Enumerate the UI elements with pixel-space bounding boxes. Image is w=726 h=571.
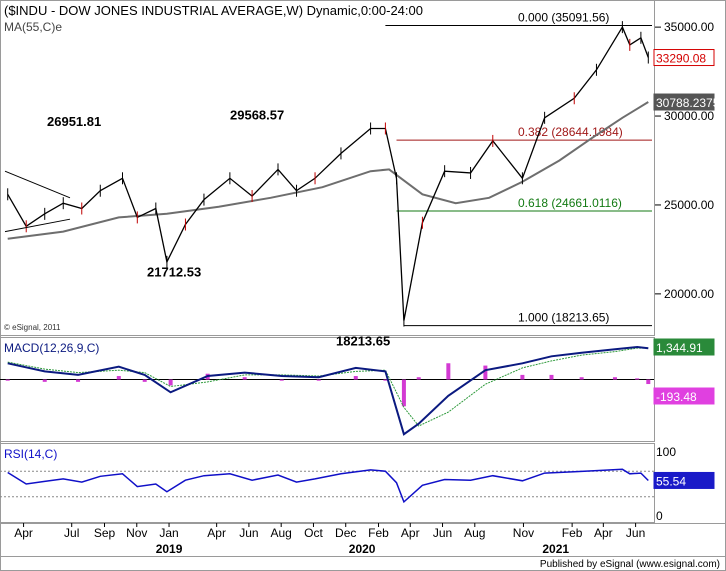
x-tick-label: Jan (159, 526, 178, 540)
x-tick-label: Aug (271, 526, 292, 540)
x-tick-label: Apr (401, 526, 420, 540)
price-annotation: 26951.81 (47, 114, 101, 129)
macd-hist-bar (635, 378, 640, 380)
rsi-title: RSI(14,C) (4, 447, 57, 461)
macd-hist-tag-label: -193.48 (656, 390, 697, 404)
rsi-ytick-label: 100 (656, 445, 676, 459)
rsi-line (7, 468, 649, 504)
x-tick-label: Jul (64, 526, 79, 540)
last-price-tag-label: 33290.08 (656, 52, 706, 66)
price-panel-frame (0, 0, 655, 336)
macd-hist-bar (579, 377, 584, 380)
macd-title: MACD(12,26,9,C) (4, 341, 99, 355)
price-annotation: 29568.57 (230, 108, 284, 123)
price-ytick-label: 30000.00 (664, 109, 714, 123)
ma-value-tag-box (653, 93, 715, 111)
price-annotations: 26951.81 21712.53 29568.57 18213.65 (47, 108, 390, 349)
macd-hist-bar (76, 379, 81, 382)
x-tick-label: Aug (464, 526, 485, 540)
trendline-upper (4, 170, 71, 199)
macd-hist-tag-box (653, 387, 715, 405)
ma-value-tag-label: 30788.2375 (656, 96, 720, 110)
ma-line (7, 101, 649, 240)
time-x-axis: Apr Jul Sep Nov Jan Apr Jun Aug Oct Dec Feb Apr Jun A… (14, 523, 645, 556)
macd-hist-bar (316, 379, 321, 381)
x-tick-label: Apr (594, 526, 613, 540)
x-tick-label: Oct (304, 526, 323, 540)
trendline-lower (4, 218, 71, 233)
x-tick-label: Nov (513, 526, 534, 540)
x-tick-label: Dec (335, 526, 356, 540)
macd-hist-bar (142, 379, 147, 382)
price-annotation: 21712.53 (147, 264, 201, 279)
x-tick-label: Jun (239, 526, 258, 540)
fibonacci-levels: 0.000 (35091.56)0.382 (28644.1984)0.618 … (385, 10, 652, 327)
macd-value-tag-box (653, 338, 715, 356)
rsi-series-layer: 100 0 (0, 445, 676, 523)
macd-hist-bar (5, 379, 10, 381)
price-series-layer (4, 21, 649, 327)
x-year-label: 2020 (349, 542, 376, 556)
macd-hist-bar (279, 379, 284, 381)
macd-hist-bar (401, 379, 406, 407)
rsi-value-tag-label: 55.54 (656, 474, 686, 488)
macd-hist-bar (549, 374, 554, 380)
x-year-label: 2021 (542, 542, 569, 556)
macd-hist-bar (612, 377, 617, 380)
macd-hist-bar (416, 377, 421, 380)
macd-hist-bar (520, 374, 525, 380)
macd-hist-bar (353, 376, 358, 380)
x-tick-label: Apr (207, 526, 226, 540)
macd-hist-bar (168, 379, 173, 386)
fib-level-label: 0.000 (35091.56) (518, 10, 609, 24)
price-annotation: 18213.65 (336, 334, 390, 349)
last-price-tag-box (653, 49, 715, 67)
price-ytick-label: 20000.00 (664, 287, 714, 301)
x-tick-label: Feb (368, 526, 389, 540)
macd-hist-bar (446, 363, 451, 380)
macd-hist-bar (42, 379, 47, 382)
macd-value-tag-label: 1,344.91 (656, 341, 703, 355)
macd-hist-bar (483, 365, 488, 380)
rsi-value-tag-box (653, 471, 715, 489)
x-tick-label: Jun (433, 526, 452, 540)
fib-level-label: 0.618 (24661.0116) (518, 196, 622, 210)
price-ytick-label: 35000.00 (664, 20, 714, 34)
ma-label: MA(55,C)e (4, 20, 62, 34)
macd-hist-bar (242, 377, 247, 380)
x-tick-label: Feb (562, 526, 583, 540)
x-tick-label: Apr (14, 526, 33, 540)
rsi-panel-frame (0, 443, 655, 523)
x-tick-label: Sep (94, 526, 116, 540)
macd-series-layer (0, 345, 654, 436)
price-line (7, 25, 649, 321)
x-tick-label: Nov (126, 526, 147, 540)
published-by: Published by eSignal (www.esignal.com) (540, 559, 720, 570)
macd-hist-bar (116, 376, 121, 380)
rsi-ytick-label: 0 (656, 509, 663, 523)
chart-title: ($INDU - DOW JONES INDUSTRIAL AVERAGE,W)… (4, 3, 423, 18)
value-tags: 33290.08 30788.2375 1,344.91 -193.48 55.54 (653, 49, 720, 489)
macd-hist-bar (383, 379, 388, 381)
fib-level-label: 1.000 (18213.65) (518, 311, 609, 325)
price-ytick-label: 25000.00 (664, 198, 714, 212)
macd-hist-bar (646, 379, 651, 385)
price-y-axis: 35000.00 30000.00 25000.00 20000.00 (655, 20, 714, 301)
copyright-label: © eSignal, 2011 (4, 323, 61, 332)
macd-signal-line (7, 347, 649, 427)
x-tick-label: Jun (626, 526, 645, 540)
macd-line (7, 345, 649, 436)
x-year-label: 2019 (156, 542, 183, 556)
